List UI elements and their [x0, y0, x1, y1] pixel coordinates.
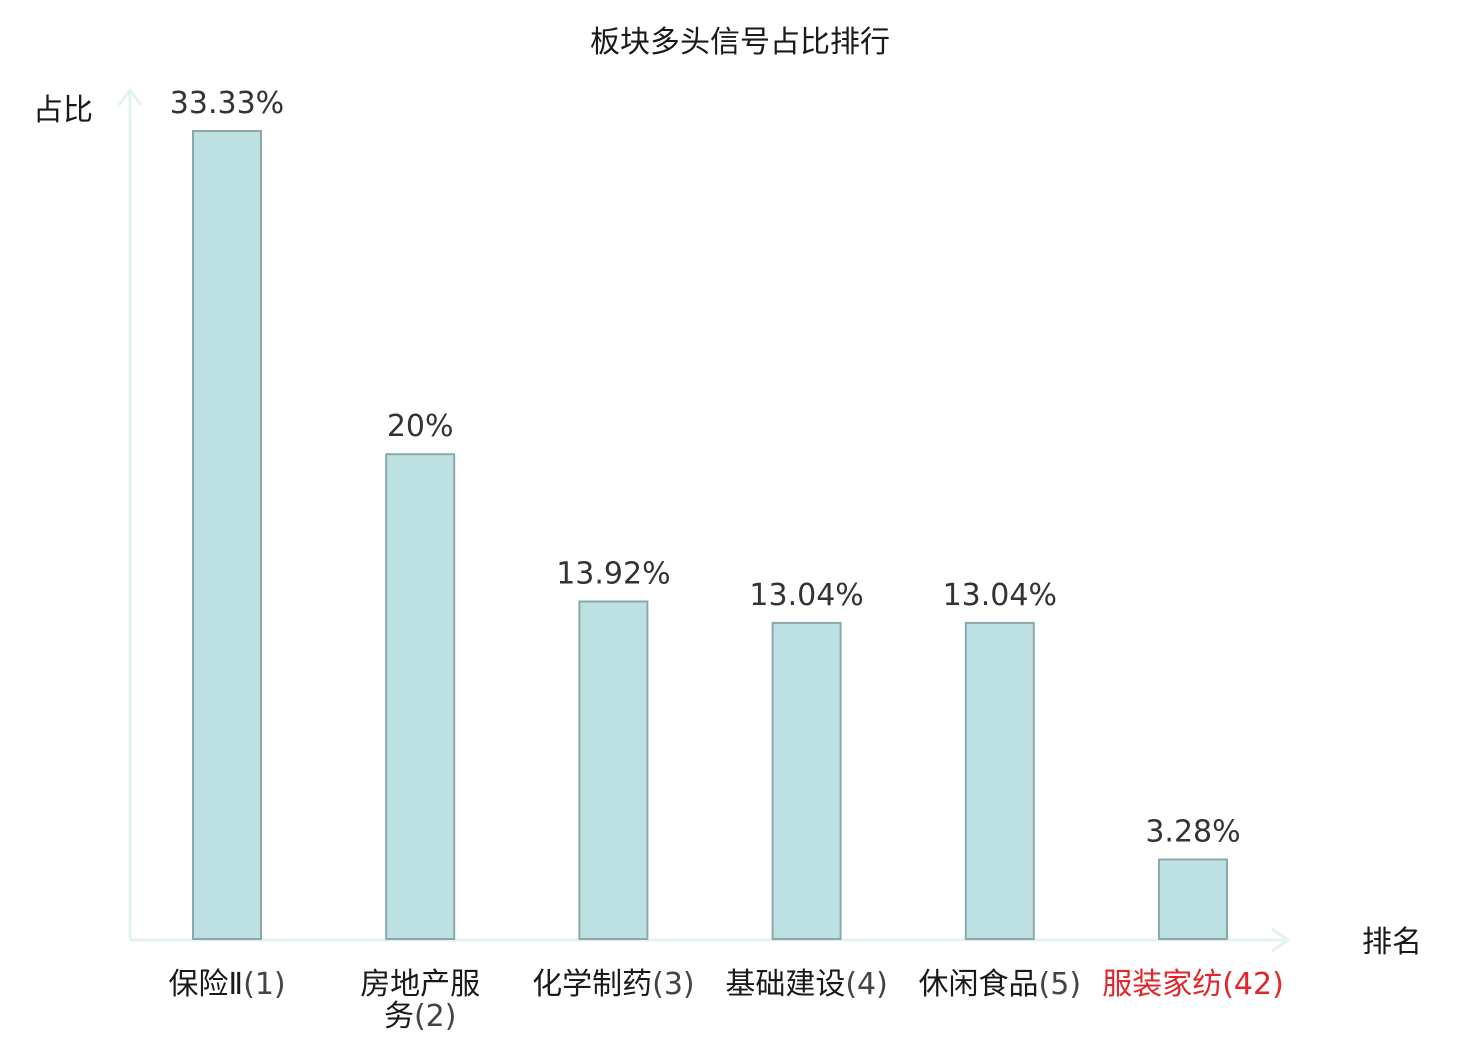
category-label-5: 服装家纺(42) [1102, 967, 1284, 1002]
value-label-0: 33.33% [170, 86, 284, 121]
category-name-3: 基础建设 [725, 967, 845, 1002]
category-rank-3: (4) [845, 967, 888, 1002]
bar-2 [578, 600, 649, 940]
category-rank-4: (5) [1039, 967, 1082, 1002]
bar-4 [964, 621, 1035, 941]
category-name-5: 服装家纺 [1102, 967, 1222, 1002]
value-label-1: 20% [387, 409, 454, 444]
category-label-1: 房地产服 [360, 967, 480, 1002]
category-name-tail-1: 务 [384, 999, 414, 1034]
category-name-4: 休闲食品 [919, 967, 1039, 1002]
category-label-1-line2: 务(2) [384, 999, 457, 1034]
chart-title: 板块多头信号占比排行 [590, 25, 890, 60]
category-label-4: 休闲食品(5) [919, 967, 1082, 1002]
category-label-0: 保险Ⅱ(1) [168, 967, 285, 1002]
category-rank-5: (42) [1222, 967, 1284, 1002]
value-label-4: 13.04% [943, 578, 1057, 613]
y-axis-title: 占比 [33, 93, 93, 128]
value-label-3: 13.04% [749, 578, 863, 613]
category-name-2: 化学制药 [532, 967, 652, 1002]
category-rank-1: (2) [414, 999, 457, 1034]
y-axis [117, 87, 143, 940]
bar-0 [192, 130, 262, 940]
x-axis-title: 排名 [1362, 925, 1422, 960]
category-name-1: 房地产服 [360, 967, 480, 1002]
bar-5 [1158, 858, 1228, 940]
bar-3 [771, 621, 842, 941]
value-label-5: 3.28% [1145, 815, 1240, 850]
category-rank-0: (1) [243, 967, 286, 1002]
x-axis [130, 927, 1291, 953]
category-name-0: 保险Ⅱ [168, 967, 243, 1002]
category-label-3: 基础建设(4) [725, 967, 888, 1002]
bar-1 [385, 453, 456, 940]
category-rank-2: (3) [652, 967, 695, 1002]
category-label-2: 化学制药(3) [532, 967, 695, 1002]
value-labels: 33.33% 20% 13.92% 13.04% 13.04% 3.28% [170, 86, 1241, 850]
bars [192, 130, 1228, 941]
value-label-2: 13.92% [556, 557, 670, 592]
